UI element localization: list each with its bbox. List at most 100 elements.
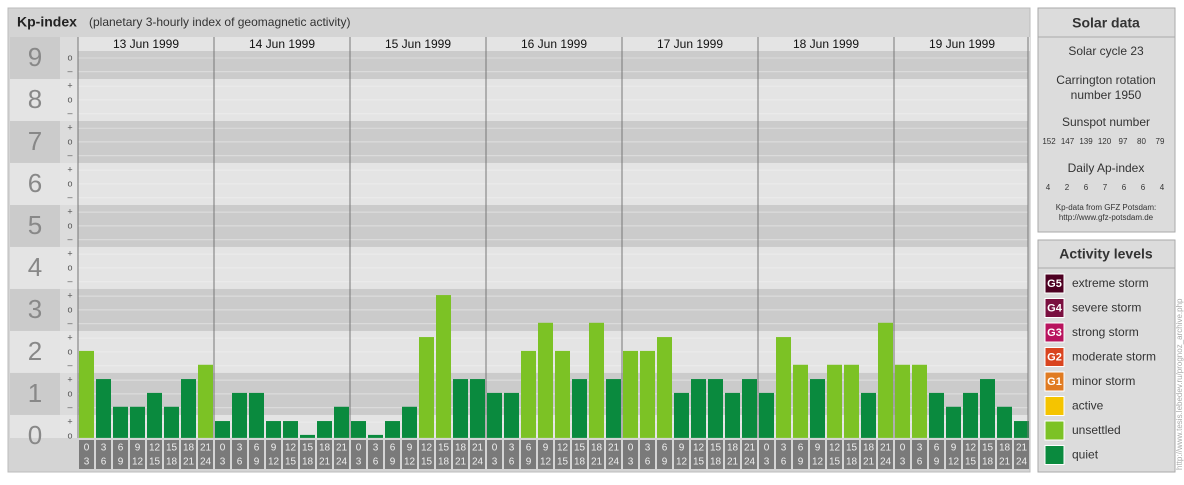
hour-label: 9 <box>934 457 940 468</box>
minor-tick-label: + <box>67 416 72 426</box>
level-swatch <box>1044 298 1065 318</box>
hour-box <box>385 440 400 469</box>
hour-label: 9 <box>407 443 413 454</box>
y-tick-label: 7 <box>28 126 42 156</box>
hour-box <box>334 440 349 469</box>
day-header <box>894 37 1030 51</box>
sunspot-number: 120 <box>1098 137 1112 146</box>
minor-tick-label: – <box>67 108 72 118</box>
hour-label: 0 <box>492 443 498 454</box>
hour-box <box>113 440 128 469</box>
title: Kp-index <box>17 14 77 30</box>
hour-label: 9 <box>526 457 532 468</box>
hour-label: 6 <box>254 443 260 454</box>
hour-label: 24 <box>744 457 756 468</box>
bar <box>164 406 179 438</box>
hour-label: 3 <box>356 457 362 468</box>
hour-box <box>572 440 587 469</box>
hour-box <box>946 440 961 469</box>
hour-box <box>827 440 842 469</box>
bar <box>776 337 791 438</box>
hour-box <box>878 440 893 469</box>
bar <box>759 392 774 438</box>
bar <box>674 392 689 438</box>
hour-box <box>164 440 179 469</box>
hour-label: 6 <box>509 457 515 468</box>
bar <box>402 406 417 438</box>
hour-box <box>997 440 1012 469</box>
carrington: Carrington rotation <box>1056 73 1155 87</box>
minor-tick-label: – <box>67 360 72 370</box>
hour-label: 9 <box>271 443 277 454</box>
hour-label: 12 <box>285 443 297 454</box>
hour-label: 12 <box>812 457 824 468</box>
hour-label: 0 <box>900 443 906 454</box>
hour-label: 3 <box>764 457 770 468</box>
bar <box>79 350 94 438</box>
sunspot-number: 97 <box>1119 137 1128 146</box>
bar <box>725 392 740 438</box>
minor-tick-label: – <box>67 402 72 412</box>
day-header <box>78 37 214 51</box>
solar-cycle: Solar cycle 23 <box>1068 44 1144 58</box>
level-name: moderate storm <box>1072 350 1156 364</box>
hour-label: 21 <box>863 457 875 468</box>
minor-tick-label: o <box>67 346 72 356</box>
hour-label: 18 <box>574 457 586 468</box>
hour-label: 9 <box>135 443 141 454</box>
minor-tick-label: o <box>67 388 72 398</box>
bar <box>793 364 808 438</box>
bar <box>555 350 570 438</box>
bar <box>946 406 961 438</box>
hour-label: 6 <box>373 457 379 468</box>
hour-label: 6 <box>934 443 940 454</box>
hour-label: 24 <box>336 457 348 468</box>
hour-box <box>470 440 485 469</box>
hour-label: 12 <box>268 457 280 468</box>
hour-box <box>198 440 213 469</box>
hour-label: 6 <box>781 457 787 468</box>
bar <box>589 322 604 438</box>
bar <box>708 379 723 438</box>
bar <box>351 421 366 438</box>
bar <box>878 322 893 438</box>
bar <box>980 379 995 438</box>
sunspot-number: 80 <box>1137 137 1146 146</box>
hour-box <box>419 440 434 469</box>
hour-box <box>130 440 145 469</box>
hour-box <box>963 440 978 469</box>
bar <box>929 392 944 438</box>
hour-label: 0 <box>356 443 362 454</box>
hour-box <box>147 440 162 469</box>
hour-label: 3 <box>781 443 787 454</box>
hour-box <box>215 440 230 469</box>
hour-label: 6 <box>390 443 396 454</box>
hour-label: 3 <box>492 457 498 468</box>
y-tick-label: 5 <box>28 210 42 240</box>
minor-tick-label: – <box>67 318 72 328</box>
hour-box <box>759 440 774 469</box>
level-swatch <box>1044 420 1065 441</box>
hour-label: 15 <box>302 443 314 454</box>
hour-label: 15 <box>149 457 161 468</box>
hour-label: 18 <box>982 457 994 468</box>
minor-column <box>60 37 78 438</box>
hour-box <box>776 440 791 469</box>
bar <box>1014 421 1029 438</box>
hour-label: 0 <box>764 443 770 454</box>
minor-tick-label: + <box>67 290 72 300</box>
activity-title: Activity levels <box>1059 246 1153 262</box>
minor-tick-label: o <box>67 262 72 272</box>
bar <box>487 392 502 438</box>
bar <box>368 434 383 438</box>
bar <box>147 392 162 438</box>
hour-box <box>861 440 876 469</box>
hour-box <box>980 440 995 469</box>
hour-box <box>912 440 927 469</box>
bar <box>997 406 1012 438</box>
hour-box <box>436 440 451 469</box>
hour-label: 12 <box>965 443 977 454</box>
hour-label: 9 <box>662 457 668 468</box>
level-swatch <box>1044 347 1065 367</box>
hour-label: 6 <box>917 457 923 468</box>
